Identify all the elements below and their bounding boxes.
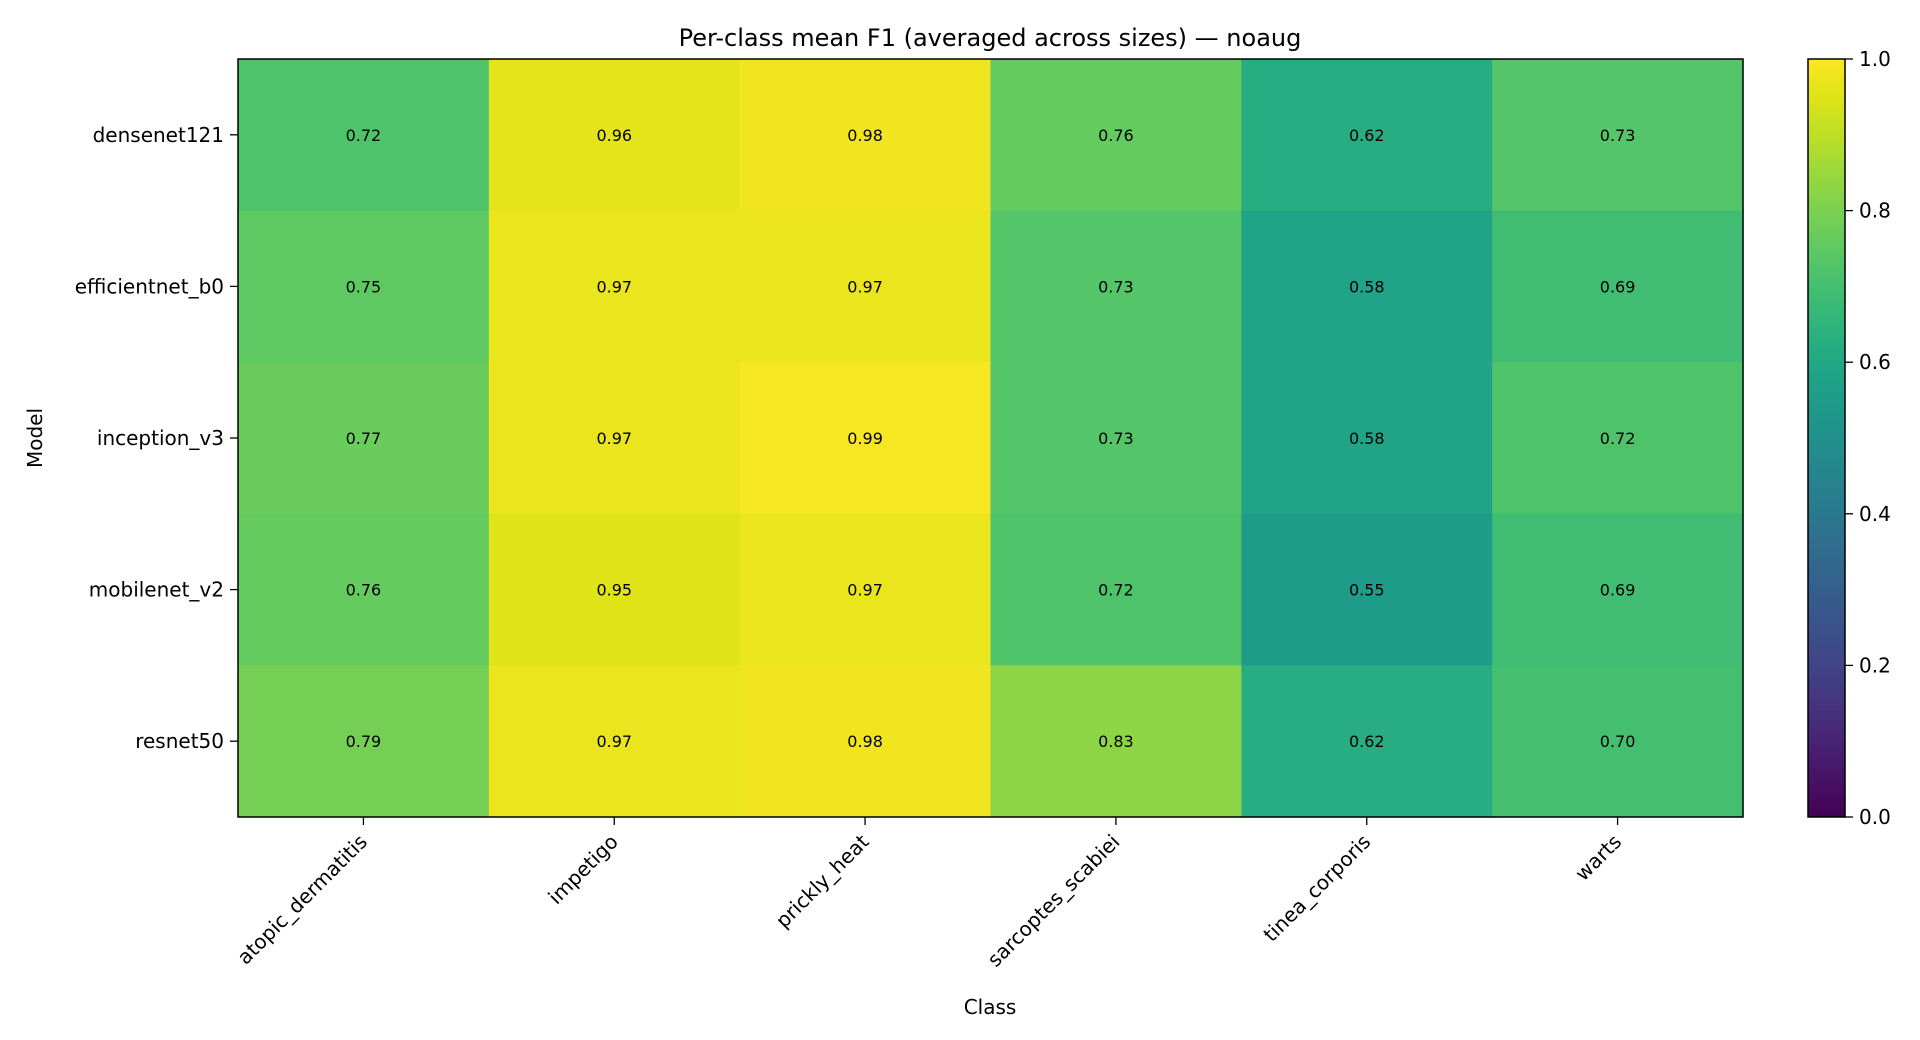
colorbar-tick-label: 0.6 (1859, 350, 1891, 374)
heatmap-cell (739, 210, 992, 363)
heatmap-cell (1241, 59, 1493, 212)
cell-value-label: 0.69 (1600, 277, 1636, 296)
x-axis-ticks: atopic_dermatitis impetigo prickly_heat sar… (232, 817, 1626, 972)
heatmap-cell (1492, 210, 1744, 363)
x-tick-label: sarcoptes_scabiei (983, 830, 1125, 972)
heatmap-cell (990, 513, 1242, 666)
colorbar-tick-label: 0.8 (1859, 199, 1891, 223)
colorbar-tick-label: 0.4 (1859, 502, 1891, 526)
cell-value-label: 0.79 (346, 732, 382, 751)
y-tick-label: resnet50 (135, 729, 224, 753)
y-tick-label: densenet121 (93, 123, 224, 147)
chart-title: Per-class mean F1 (averaged across sizes… (679, 24, 1302, 52)
colorbar-tick-label: 1.0 (1859, 47, 1891, 71)
cell-value-label: 0.77 (346, 429, 382, 448)
heatmap-cell (1241, 513, 1493, 666)
y-tick-label: mobilenet_v2 (89, 578, 224, 602)
heatmap-cell (1492, 59, 1744, 212)
heatmap-cell (238, 665, 490, 818)
heatmap-cell (1241, 362, 1493, 515)
heatmap-cell (1241, 665, 1493, 818)
x-tick-label: impetigo (543, 830, 622, 909)
cell-value-label: 0.97 (596, 277, 632, 296)
heatmap-cell (739, 665, 992, 818)
colorbar (1807, 58, 1846, 818)
heatmap-cell (739, 59, 992, 212)
cell-value-label: 0.62 (1349, 732, 1385, 751)
cell-value-label: 0.98 (847, 732, 883, 751)
cell-value-label: 0.58 (1349, 277, 1385, 296)
cell-value-label: 0.72 (1600, 429, 1636, 448)
heatmap-cell (488, 513, 741, 666)
cell-value-label: 0.76 (1098, 126, 1134, 145)
cell-value-label: 0.83 (1098, 732, 1134, 751)
cell-value-label: 0.73 (1098, 429, 1134, 448)
y-tick-label: inception_v3 (97, 426, 224, 450)
cell-value-label: 0.97 (596, 429, 632, 448)
x-axis-label: Class (964, 995, 1017, 1019)
heatmap-cell (238, 362, 490, 515)
heatmap-cell (488, 362, 741, 515)
heatmap-cell (488, 59, 741, 212)
colorbar-tick-label: 0.2 (1859, 653, 1891, 677)
heatmap-cell (1241, 210, 1493, 363)
heatmap-cell (1492, 665, 1744, 818)
cell-value-label: 0.97 (596, 732, 632, 751)
cell-value-label: 0.76 (346, 581, 382, 600)
heatmap-cell (238, 59, 490, 212)
heatmap-cell (739, 362, 992, 515)
heatmap-cells (238, 59, 1744, 818)
heatmap-cell (1492, 362, 1744, 515)
heatmap-cell-labels: 0.72 0.96 0.98 0.76 0.62 0.73 0.75 0.97 0.97 0.73… (346, 126, 1636, 751)
x-tick-label: atopic_dermatitis (232, 830, 372, 970)
x-tick-label: prickly_heat (771, 829, 874, 932)
cell-value-label: 0.97 (847, 277, 883, 296)
cell-value-label: 0.96 (596, 126, 632, 145)
colorbar-ticks: 0.0 0.2 0.4 0.6 0.8 1.0 (1845, 47, 1891, 829)
heatmap-cell (488, 210, 741, 363)
y-axis-label: Model (23, 408, 47, 468)
heatmap-cell (1492, 513, 1744, 666)
heatmap-cell (739, 513, 992, 666)
heatmap-cell (990, 362, 1242, 515)
heatmap-cell (990, 59, 1242, 212)
heatmap-cell (238, 210, 490, 363)
cell-value-label: 0.99 (847, 429, 883, 448)
colorbar-tick-label: 0.0 (1859, 805, 1891, 829)
heatmap-cell (238, 513, 490, 666)
cell-value-label: 0.72 (1098, 581, 1134, 600)
cell-value-label: 0.70 (1600, 732, 1636, 751)
cell-value-label: 0.55 (1349, 581, 1385, 600)
y-axis-ticks: densenet121 efficientnet_b0 inception_v3mo… (75, 123, 238, 753)
cell-value-label: 0.75 (346, 277, 382, 296)
cell-value-label: 0.97 (847, 581, 883, 600)
cell-value-label: 0.73 (1600, 126, 1636, 145)
heatmap-cell (488, 665, 741, 818)
y-tick-label: efficientnet_b0 (75, 274, 224, 298)
cell-value-label: 0.73 (1098, 277, 1134, 296)
cell-value-label: 0.98 (847, 126, 883, 145)
cell-value-label: 0.69 (1600, 581, 1636, 600)
x-tick-label: warts (1570, 830, 1626, 886)
cell-value-label: 0.72 (346, 126, 382, 145)
x-tick-label: tinea_corporis (1258, 830, 1375, 947)
cell-value-label: 0.58 (1349, 429, 1385, 448)
cell-value-label: 0.62 (1349, 126, 1385, 145)
cell-value-label: 0.95 (596, 581, 632, 600)
heatmap-cell (990, 665, 1242, 818)
heatmap-cell (990, 210, 1242, 363)
